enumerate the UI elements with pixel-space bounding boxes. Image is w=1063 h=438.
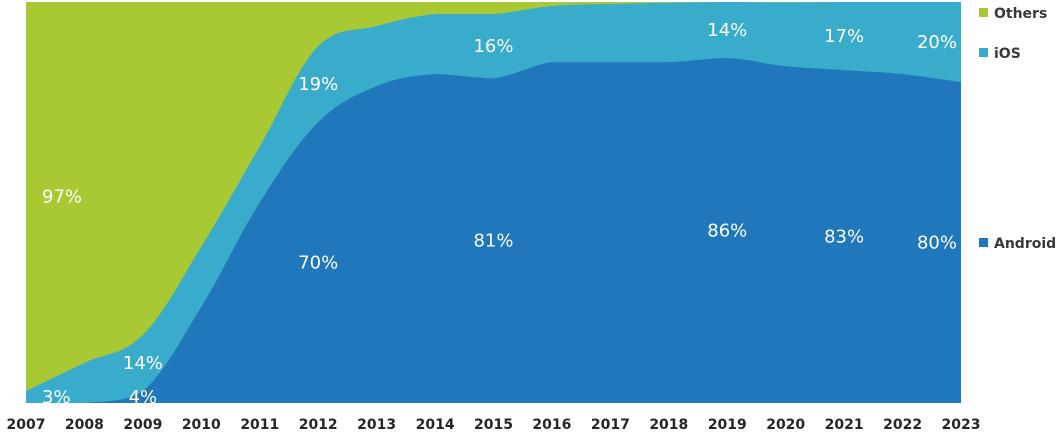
x-tick-2017: 2017 — [591, 417, 630, 433]
data-label-ios-2012: 19% — [298, 74, 338, 95]
x-tick-2015: 2015 — [474, 417, 513, 433]
x-tick-2012: 2012 — [299, 417, 338, 433]
area-android — [26, 58, 961, 403]
x-tick-2020: 2020 — [766, 417, 805, 433]
data-label-others-2007: 97% — [42, 187, 82, 208]
x-tick-2018: 2018 — [649, 417, 688, 433]
legend-label-others: Others — [994, 6, 1047, 22]
data-label-ios-2021: 17% — [824, 26, 864, 47]
data-label-ios-2009: 14% — [123, 353, 163, 374]
x-tick-2023: 2023 — [942, 417, 981, 433]
x-tick-2011: 2011 — [240, 417, 279, 433]
legend-label-android: Android — [994, 236, 1056, 252]
x-tick-2016: 2016 — [532, 417, 571, 433]
legend-label-ios: iOS — [994, 46, 1021, 62]
data-label-android-2012: 70% — [298, 253, 338, 274]
x-tick-2007: 2007 — [7, 417, 46, 433]
x-axis-ticks: 2007 2008 2009 2010 2011 2012 2013 2014 2015 2016… — [7, 417, 981, 433]
data-label-android-2019: 86% — [707, 221, 747, 242]
x-tick-2009: 2009 — [123, 417, 162, 433]
x-tick-2021: 2021 — [825, 417, 864, 433]
legend-swatch-ios — [979, 48, 988, 57]
data-labels: 97% 3% 14% 4% 70% 19% 81% 16% 86% 14% 83% 17% 80% 20% — [42, 20, 957, 408]
data-label-android-2009: 4% — [129, 387, 158, 408]
data-label-android-2023: 80% — [917, 233, 957, 254]
legend: Others iOS Android — [979, 6, 1056, 252]
x-tick-2008: 2008 — [65, 417, 104, 433]
x-tick-2022: 2022 — [883, 417, 922, 433]
data-label-ios-2015: 16% — [473, 36, 513, 57]
data-label-ios-2007: 3% — [42, 387, 71, 408]
data-label-android-2021: 83% — [824, 227, 864, 248]
data-label-ios-2019: 14% — [707, 20, 747, 41]
x-tick-2019: 2019 — [708, 417, 747, 433]
x-tick-2010: 2010 — [182, 417, 221, 433]
legend-swatch-android — [979, 238, 988, 247]
x-tick-2013: 2013 — [357, 417, 396, 433]
x-tick-2014: 2014 — [416, 417, 455, 433]
data-label-ios-2023: 20% — [917, 32, 957, 53]
stacked-areas — [26, 2, 961, 403]
legend-swatch-others — [979, 8, 988, 17]
data-label-android-2015: 81% — [473, 231, 513, 252]
